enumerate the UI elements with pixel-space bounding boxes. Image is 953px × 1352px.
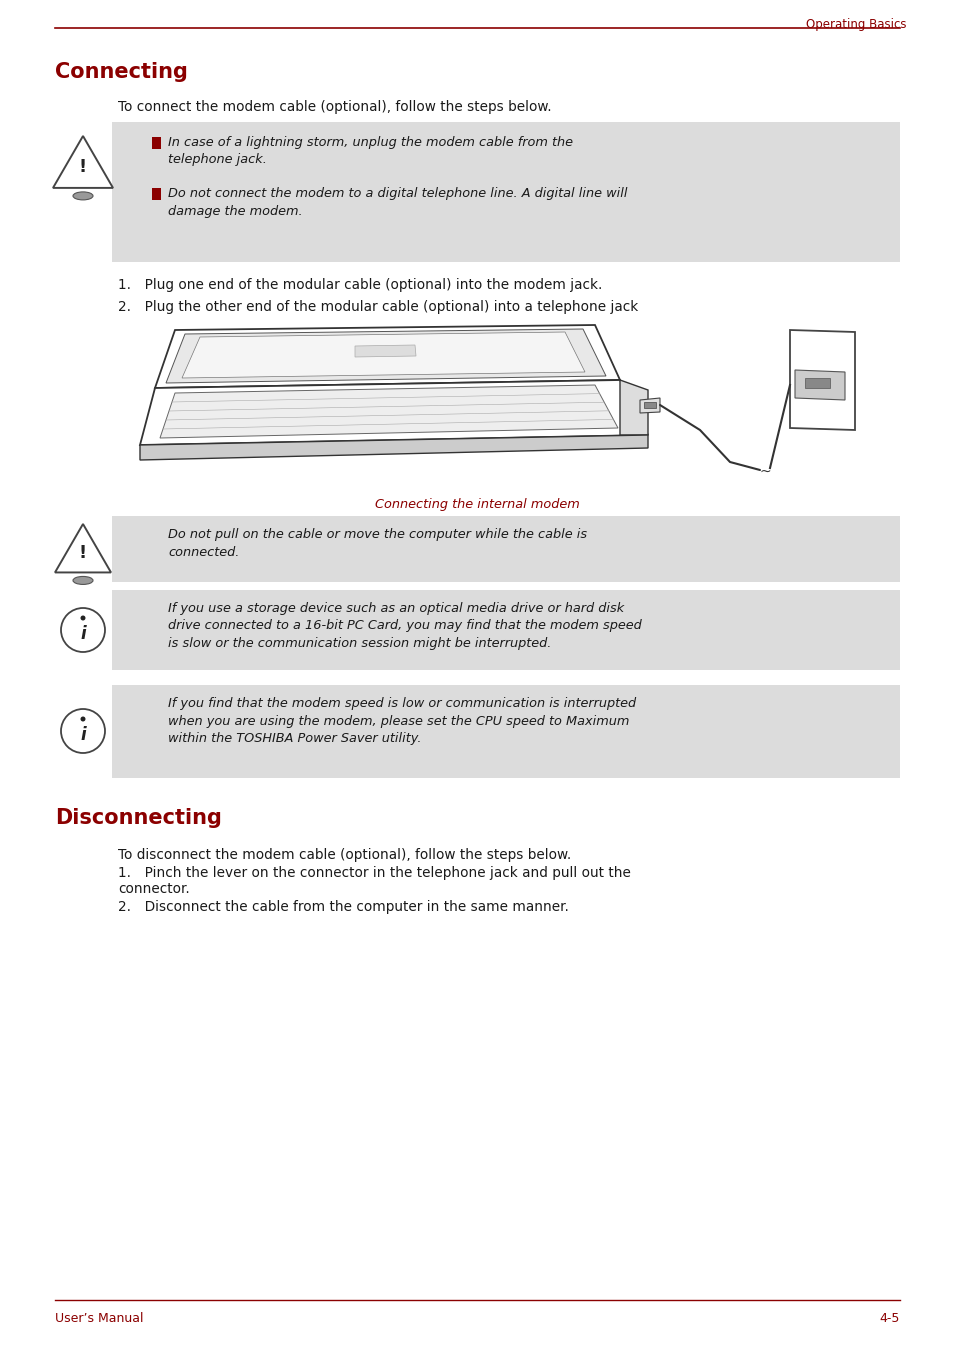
Bar	[643, 402, 656, 408]
Text: Do not connect the modem to a digital telephone line. A digital line will
damage: Do not connect the modem to a digital te…	[168, 187, 627, 218]
Bar	[152, 188, 161, 200]
Text: 2. Plug the other end of the modular cable (optional) into a telephone jack: 2. Plug the other end of the modular cab…	[118, 300, 638, 314]
Circle shape	[80, 615, 86, 621]
Polygon shape	[794, 370, 844, 400]
Text: !: !	[79, 158, 87, 177]
FancyBboxPatch shape	[112, 685, 899, 777]
Polygon shape	[160, 385, 618, 438]
Ellipse shape	[73, 192, 92, 200]
Text: ~: ~	[759, 465, 770, 479]
Bar	[804, 379, 829, 388]
Text: Disconnecting: Disconnecting	[55, 808, 222, 827]
Polygon shape	[53, 137, 112, 188]
Ellipse shape	[73, 576, 92, 584]
Polygon shape	[140, 380, 647, 445]
Text: i: i	[80, 726, 86, 744]
Text: To disconnect the modem cable (optional), follow the steps below.: To disconnect the modem cable (optional)…	[118, 848, 571, 863]
Text: !: !	[79, 545, 87, 562]
Circle shape	[61, 608, 105, 652]
Polygon shape	[154, 324, 619, 388]
Text: 1. Plug one end of the modular cable (optional) into the modem jack.: 1. Plug one end of the modular cable (op…	[118, 279, 601, 292]
FancyBboxPatch shape	[112, 122, 899, 262]
Polygon shape	[789, 330, 854, 430]
Text: If you use a storage device such as an optical media drive or hard disk
drive co: If you use a storage device such as an o…	[168, 602, 641, 650]
Text: In case of a lightning storm, unplug the modem cable from the
telephone jack.: In case of a lightning storm, unplug the…	[168, 137, 573, 166]
Text: Operating Basics: Operating Basics	[805, 18, 906, 31]
Polygon shape	[619, 380, 647, 435]
Polygon shape	[355, 345, 416, 357]
Text: 1. Pinch the lever on the connector in the telephone jack and pull out the
conne: 1. Pinch the lever on the connector in t…	[118, 867, 630, 896]
Polygon shape	[182, 333, 584, 379]
Bar	[152, 137, 161, 149]
Polygon shape	[166, 329, 605, 383]
Polygon shape	[55, 525, 111, 572]
Text: 4-5: 4-5	[879, 1311, 899, 1325]
Text: To connect the modem cable (optional), follow the steps below.: To connect the modem cable (optional), f…	[118, 100, 551, 114]
Text: Connecting the internal modem: Connecting the internal modem	[375, 498, 578, 511]
Text: If you find that the modem speed is low or communication is interrupted
when you: If you find that the modem speed is low …	[168, 698, 636, 745]
Circle shape	[80, 717, 86, 722]
Text: Connecting: Connecting	[55, 62, 188, 82]
Polygon shape	[639, 397, 659, 412]
Text: User’s Manual: User’s Manual	[55, 1311, 143, 1325]
Text: 2. Disconnect the cable from the computer in the same manner.: 2. Disconnect the cable from the compute…	[118, 900, 568, 914]
Text: i: i	[80, 625, 86, 644]
Text: Do not pull on the cable or move the computer while the cable is
connected.: Do not pull on the cable or move the com…	[168, 529, 586, 558]
Circle shape	[61, 708, 105, 753]
FancyBboxPatch shape	[112, 516, 899, 581]
Polygon shape	[140, 435, 647, 460]
FancyBboxPatch shape	[112, 589, 899, 671]
